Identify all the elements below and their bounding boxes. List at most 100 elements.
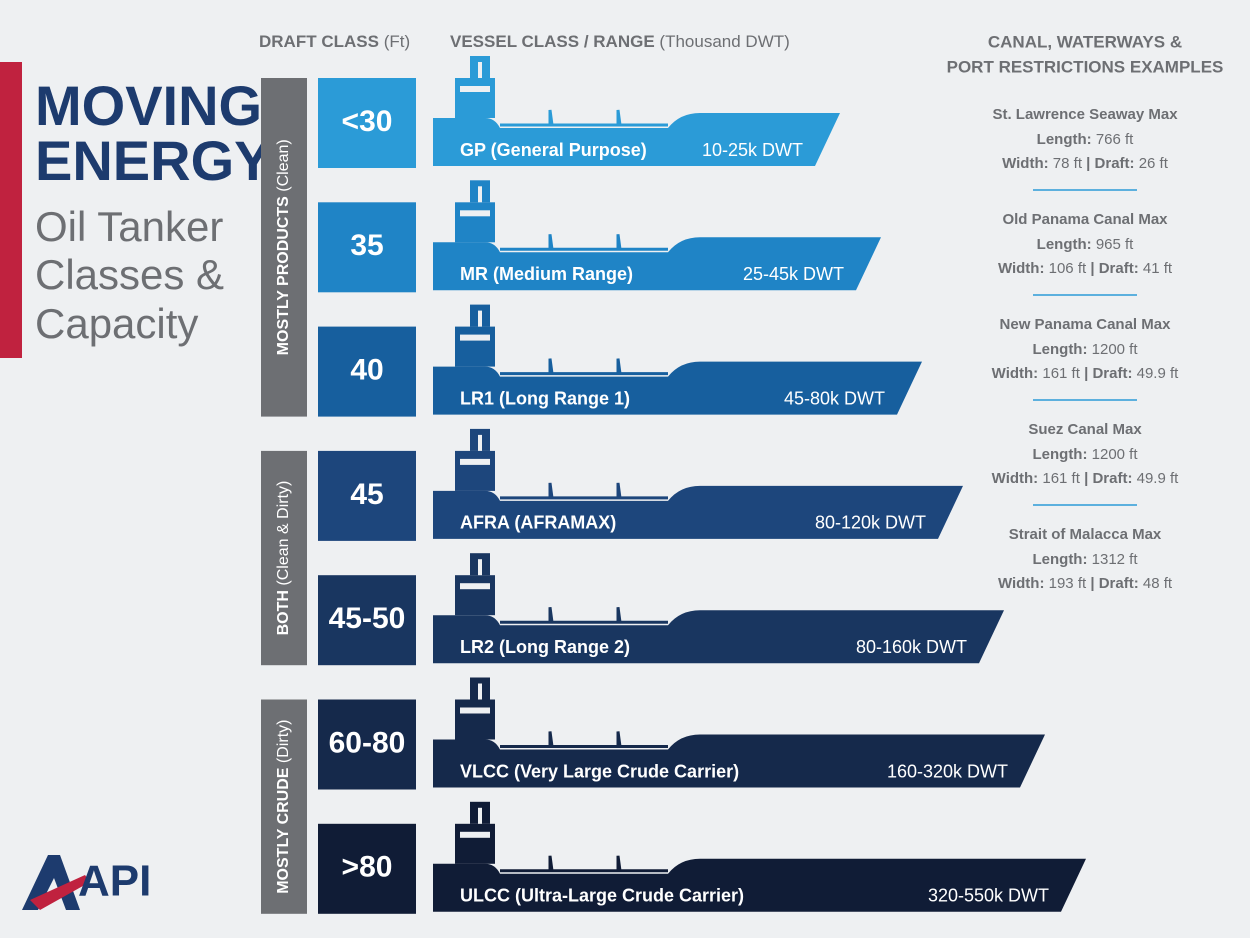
restriction-name: New Panama Canal Max	[1000, 316, 1172, 333]
vessel-range: 160-320k DWT	[887, 761, 1008, 781]
vessel-range: 45-80k DWT	[784, 388, 885, 408]
label: Width:	[998, 575, 1045, 592]
restrictions-heading: PORT RESTRICTIONS EXAMPLES	[947, 57, 1224, 76]
deck-pipe	[500, 358, 668, 376]
value: 161 ft	[1042, 365, 1080, 382]
restriction-length: Length: 1200 ft	[1032, 446, 1138, 463]
value: 49.9 ft	[1137, 365, 1180, 382]
restriction-width-draft: Width: 106 ft | Draft: 41 ft	[998, 260, 1173, 277]
vessel-name: AFRA (AFRAMAX)	[460, 513, 616, 533]
vessel-range: 10-25k DWT	[702, 140, 803, 160]
restriction-width-draft: Width: 193 ft | Draft: 48 ft	[998, 575, 1173, 592]
label: Width:	[998, 260, 1045, 277]
vessel-name: ULCC (Ultra-Large Crude Carrier)	[460, 886, 744, 906]
group-label-bold: MOSTLY CRUDE	[275, 767, 292, 894]
column-header: DRAFT CLASS (Ft)	[259, 32, 410, 51]
restriction-width-draft: Width: 78 ft | Draft: 26 ft	[1002, 155, 1169, 172]
draft-label: 35	[350, 229, 383, 262]
value: 965 ft	[1096, 236, 1134, 253]
window	[460, 334, 490, 341]
deck-pipe	[500, 607, 668, 624]
restriction-name: Suez Canal Max	[1028, 421, 1142, 438]
header-bold: VESSEL CLASS / RANGE	[450, 32, 655, 51]
draft-label: 40	[350, 354, 383, 387]
mast-gap	[478, 807, 482, 824]
vessel-range: 25-45k DWT	[743, 264, 844, 284]
superstructure	[455, 326, 495, 367]
value: 766 ft	[1096, 131, 1134, 148]
logo-shape	[22, 855, 80, 910]
restriction-width-draft: Width: 161 ft | Draft: 49.9 ft	[992, 365, 1179, 382]
mast-gap	[478, 683, 482, 700]
restriction-length: Length: 766 ft	[1037, 131, 1135, 148]
draft-box	[318, 699, 416, 790]
value: 106 ft	[1049, 260, 1087, 277]
group-label: MOSTLY PRODUCTS (Clean)	[275, 139, 292, 355]
label: Length:	[1032, 551, 1087, 568]
hull	[433, 361, 922, 415]
label: Length:	[1037, 236, 1092, 253]
group-label: MOSTLY CRUDE (Dirty)	[275, 720, 292, 894]
group-label-light: (Clean)	[275, 139, 292, 191]
hull	[433, 237, 881, 291]
group-bar	[261, 78, 307, 417]
restriction-name: Strait of Malacca Max	[1009, 526, 1162, 543]
mast-gap	[478, 186, 482, 203]
group-bar	[261, 450, 307, 666]
separator: |	[1084, 365, 1088, 382]
vessel-range: 320-550k DWT	[928, 886, 1049, 906]
subtitle: Capacity	[35, 300, 198, 347]
subtitle: Classes &	[35, 251, 224, 298]
separator: |	[1090, 260, 1094, 277]
restriction-name: St. Lawrence Seaway Max	[992, 106, 1178, 123]
window	[460, 831, 490, 838]
window	[460, 458, 490, 465]
window	[460, 707, 490, 714]
hull	[433, 858, 1086, 912]
hull	[433, 610, 1004, 664]
column-header: VESSEL CLASS / RANGE (Thousand DWT)	[450, 32, 790, 51]
restriction-width-draft: Width: 161 ft | Draft: 49.9 ft	[992, 470, 1179, 487]
group-label-bold: MOSTLY PRODUCTS	[275, 196, 292, 355]
value: 26 ft	[1139, 155, 1169, 172]
label: Draft:	[1099, 575, 1139, 592]
mast-gap	[478, 310, 482, 327]
superstructure	[455, 78, 495, 118]
subtitle: Oil Tanker	[35, 203, 223, 250]
mast-gap	[478, 434, 482, 451]
superstructure	[455, 202, 495, 243]
title: ENERGY	[35, 129, 272, 192]
restriction-length: Length: 1200 ft	[1032, 341, 1138, 358]
vessel-name: VLCC (Very Large Crude Carrier)	[460, 761, 739, 781]
group-label: BOTH (Clean & Dirty)	[275, 481, 292, 636]
deck-pipe	[500, 731, 668, 748]
label: Draft:	[1092, 365, 1132, 382]
draft-box	[318, 326, 416, 417]
group-bar	[261, 699, 307, 914]
vessel-range: 80-120k DWT	[815, 513, 926, 533]
group-label-light: (Clean & Dirty)	[275, 481, 292, 586]
separator: |	[1084, 470, 1088, 487]
draft-label: <30	[342, 105, 393, 138]
vessel-name: MR (Medium Range)	[460, 264, 633, 284]
draft-box	[318, 78, 416, 168]
separator: |	[1090, 575, 1094, 592]
label: Draft:	[1092, 470, 1132, 487]
draft-label: 45-50	[329, 602, 406, 635]
restriction-name: Old Panama Canal Max	[1002, 211, 1168, 228]
label: Width:	[992, 470, 1039, 487]
header-bold: DRAFT CLASS	[259, 32, 379, 51]
draft-box	[318, 450, 416, 541]
value: 48 ft	[1143, 575, 1173, 592]
label: Length:	[1032, 341, 1087, 358]
label: Draft:	[1095, 155, 1135, 172]
value: 41 ft	[1143, 260, 1173, 277]
value: 1200 ft	[1092, 446, 1139, 463]
title: MOVING	[35, 74, 262, 137]
vessel-range: 80-160k DWT	[856, 637, 967, 657]
hull	[433, 734, 1045, 788]
superstructure	[455, 823, 495, 864]
group-label-bold: BOTH	[275, 590, 292, 635]
superstructure	[455, 450, 495, 491]
